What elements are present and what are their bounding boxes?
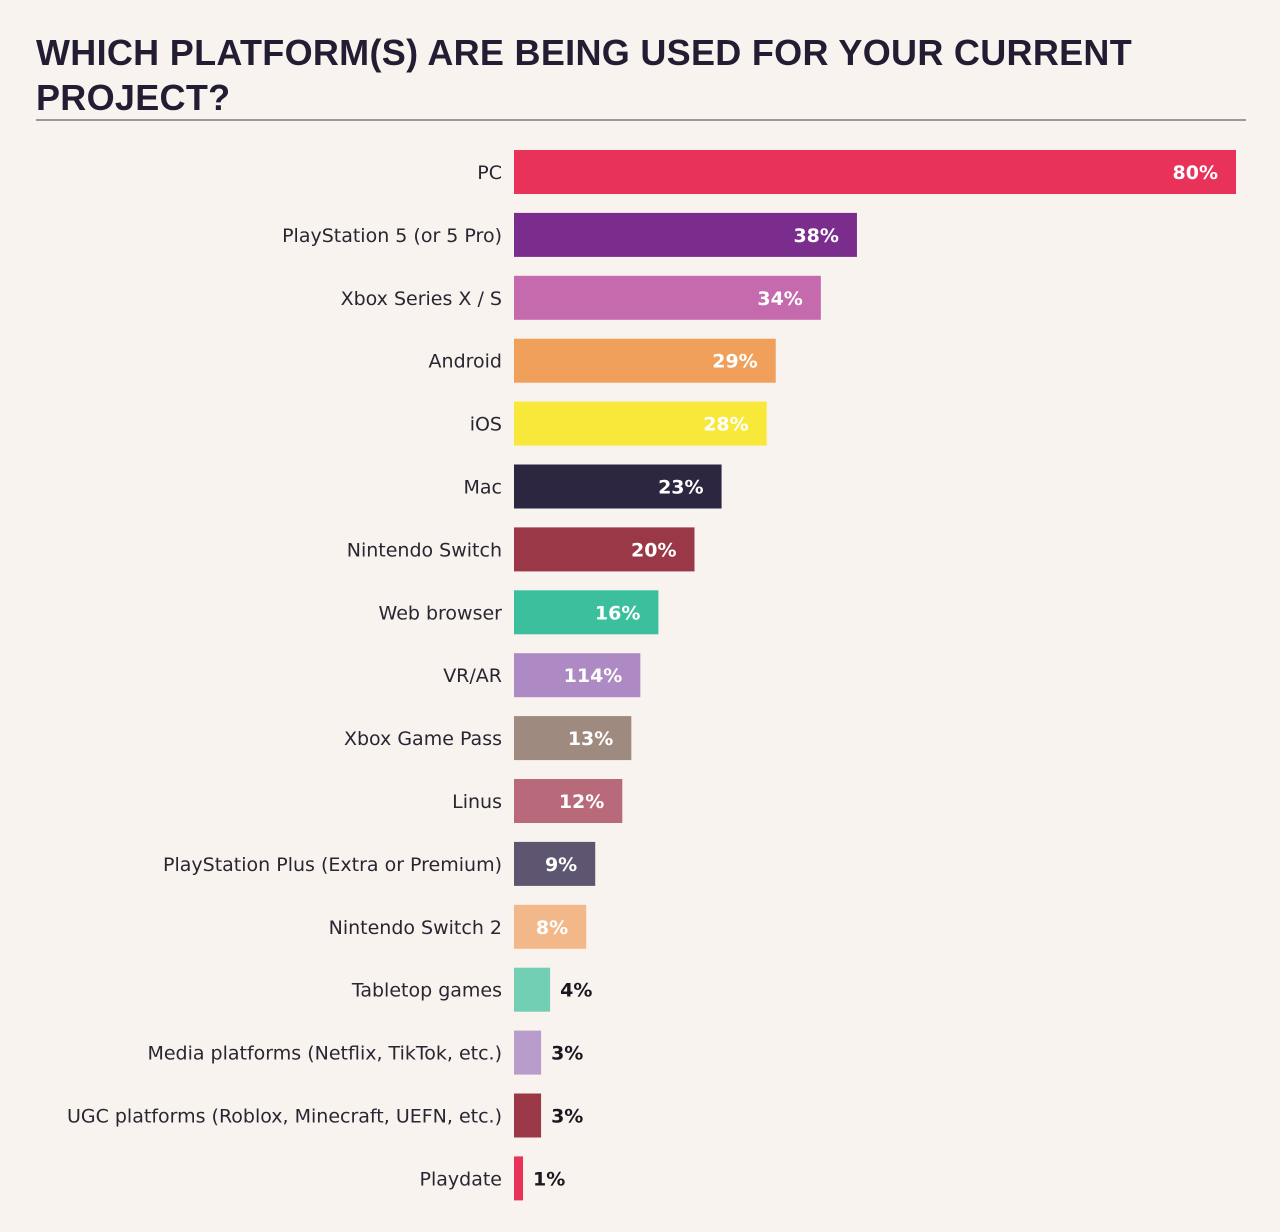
data-label: 23% xyxy=(658,477,703,499)
chart-title: WHICH PLATFORM(S) ARE BEING USED FOR YOU… xyxy=(36,32,1133,118)
data-label: 8% xyxy=(536,917,568,939)
category-label: Media platforms (Netflix, TikTok, etc.) xyxy=(147,1043,502,1065)
category-label: Nintendo Switch xyxy=(347,539,502,561)
bar xyxy=(514,653,641,698)
category-label: PlayStation Plus (Extra or Premium) xyxy=(163,854,502,876)
category-label: Playdate xyxy=(420,1168,502,1190)
bar xyxy=(514,590,659,635)
data-label: 16% xyxy=(595,602,640,624)
data-label: 12% xyxy=(559,791,604,813)
data-label: 80% xyxy=(1173,162,1218,184)
category-label: Linus xyxy=(452,791,502,813)
category-label: Mac xyxy=(464,477,502,499)
bar xyxy=(514,401,767,446)
bar xyxy=(514,1156,524,1201)
bar xyxy=(514,967,551,1012)
data-label: 20% xyxy=(631,539,676,561)
title-divider xyxy=(36,119,1246,121)
data-label: 29% xyxy=(712,351,757,373)
bar xyxy=(514,904,587,949)
category-label: iOS xyxy=(470,414,502,436)
category-label: UGC platforms (Roblox, Minecraft, UEFN, … xyxy=(67,1106,502,1128)
bar xyxy=(514,212,857,257)
bar xyxy=(514,1093,542,1138)
data-label: 1% xyxy=(533,1168,565,1190)
category-label: Android xyxy=(429,351,502,373)
bar xyxy=(514,779,623,823)
category-label: Xbox Game Pass xyxy=(344,728,502,750)
data-label: 9% xyxy=(545,854,577,876)
data-label: 114% xyxy=(564,665,623,687)
data-label: 3% xyxy=(551,1043,583,1065)
bar xyxy=(514,275,821,320)
category-label: Web browser xyxy=(379,602,503,624)
data-label: 13% xyxy=(568,728,613,750)
bar xyxy=(514,338,776,383)
data-label: 38% xyxy=(793,225,838,247)
bar xyxy=(514,1030,542,1075)
data-label: 3% xyxy=(551,1106,583,1128)
bar xyxy=(514,527,695,572)
data-label: 34% xyxy=(757,288,802,310)
bar xyxy=(514,464,722,509)
category-label: Nintendo Switch 2 xyxy=(329,917,502,939)
data-label: 4% xyxy=(560,980,592,1002)
data-label: 28% xyxy=(703,414,748,436)
bar xyxy=(514,841,596,886)
category-label: PC xyxy=(477,162,502,184)
category-label: Xbox Series X / S xyxy=(341,288,502,310)
category-label: Tabletop games xyxy=(351,980,502,1002)
bar xyxy=(514,716,632,761)
bar xyxy=(514,150,1236,194)
category-label: VR/AR xyxy=(443,665,502,687)
category-label: PlayStation 5 (or 5 Pro) xyxy=(282,225,502,247)
